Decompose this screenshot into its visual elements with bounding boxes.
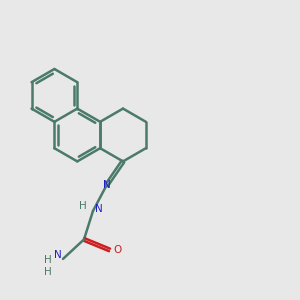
Text: O: O bbox=[114, 245, 122, 255]
Text: H: H bbox=[44, 267, 51, 278]
Text: N: N bbox=[103, 180, 110, 190]
Text: H: H bbox=[79, 201, 86, 212]
Text: N: N bbox=[54, 250, 61, 260]
Text: H: H bbox=[44, 255, 51, 266]
Text: N: N bbox=[94, 204, 102, 214]
